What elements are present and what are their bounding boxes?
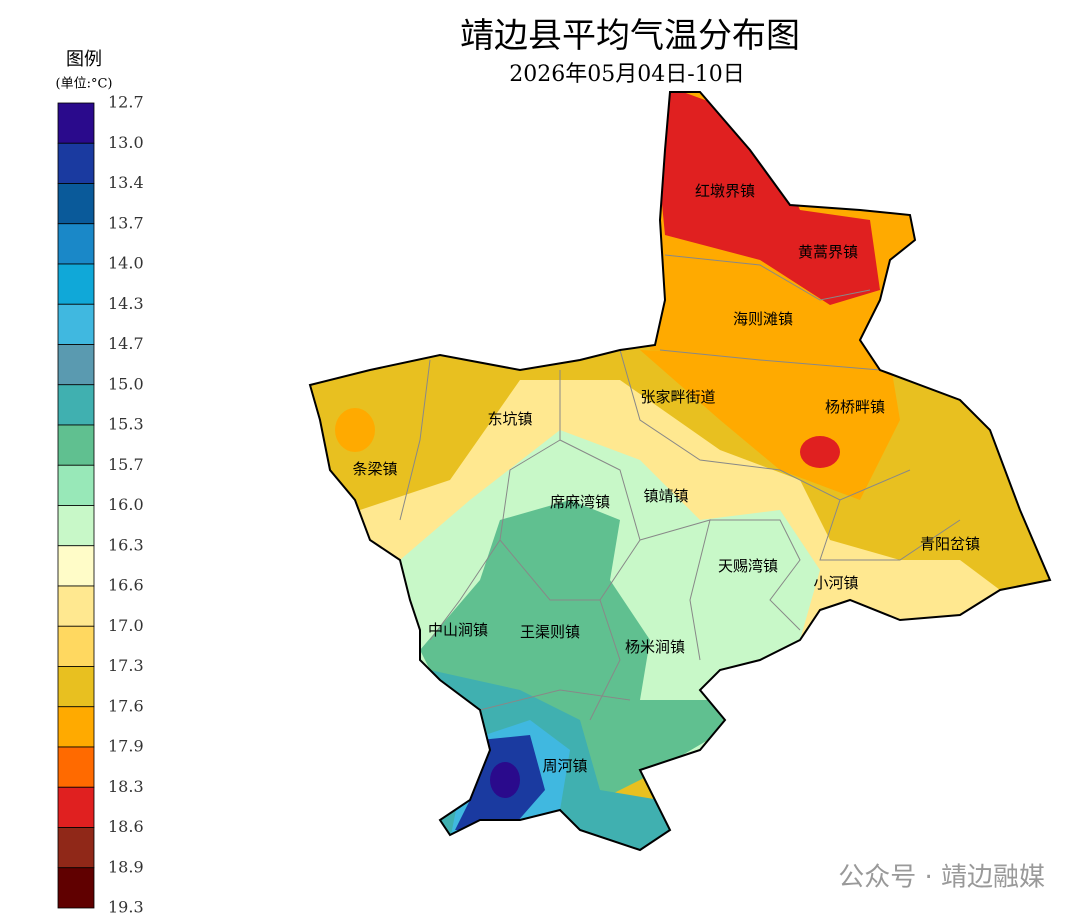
watermark: 公众号 · 靖边融媒 [838,863,1045,893]
legend-title: 图例 [66,49,102,70]
legend-swatch [57,303,95,345]
town-label: 席麻湾镇 [550,493,610,511]
town-label: 周河镇 [542,757,587,775]
legend-label: 18.6 [108,817,144,836]
legend-label: 13.7 [108,213,144,232]
town-label: 黄蒿界镇 [798,243,858,261]
temperature-field [310,92,1050,850]
legend-label: 18.3 [108,777,144,796]
map-title: 靖边县平均气温分布图 [460,16,800,56]
legend-swatch [57,585,95,627]
legend-swatch [57,625,95,667]
legend-swatch [57,223,95,265]
legend-label: 18.9 [108,857,144,876]
town-label: 海则滩镇 [733,310,793,328]
legend-swatch [57,424,95,466]
legend-swatch [57,867,95,909]
legend-label: 17.6 [108,696,144,715]
legend-label: 13.0 [108,133,144,152]
town-label: 王渠则镇 [520,623,580,641]
legend-label: 14.0 [108,254,144,273]
town-label: 条梁镇 [352,460,397,478]
legend-swatch [57,786,95,828]
town-label: 杨桥畔镇 [825,398,885,416]
legend-label: 15.3 [108,415,144,434]
legend-swatch [57,464,95,506]
legend-label: 15.0 [108,374,144,393]
town-label: 张家畔街道 [640,388,715,406]
legend-label: 12.7 [108,93,144,112]
legend-label: 14.7 [108,334,144,353]
legend-label: 14.3 [108,294,144,313]
legend-label: 17.0 [108,616,144,635]
town-label: 青阳岔镇 [920,535,980,553]
legend-swatch [57,142,95,184]
legend-swatch [57,545,95,587]
legend-swatch [57,263,95,305]
legend-swatch [57,706,95,748]
town-boundaries [399,254,961,721]
legend-swatch [57,102,95,144]
legend-label: 16.3 [108,535,144,554]
legend-label: 19.3 [108,898,144,917]
legend-swatch [57,344,95,386]
town-label: 中山涧镇 [428,621,488,639]
town-label: 红墩界镇 [695,182,755,200]
legend-swatch [57,505,95,547]
town-label: 天赐湾镇 [718,557,778,575]
legend-label: 13.4 [108,173,144,192]
town-label: 镇靖镇 [643,487,688,505]
legend-unit: (单位:°C) [56,77,113,92]
legend: 12.7 13.0 13.4 13.7 14.0 14.3 14.7 15.0 15.3 15.7… [57,93,144,917]
map-subtitle: 2026年05月04日-10日 [509,62,744,87]
legend-swatch [57,384,95,426]
town-label: 杨米涧镇 [625,638,685,656]
legend-swatch [57,746,95,788]
legend-label: 15.7 [108,455,144,474]
legend-swatch [57,183,95,225]
town-label: 东坑镇 [487,410,532,428]
town-label: 小河镇 [813,574,858,592]
legend-label: 17.3 [108,656,144,675]
legend-swatch [57,827,95,869]
legend-label: 16.6 [108,576,144,595]
legend-swatch [57,666,95,708]
legend-label: 16.0 [108,495,144,514]
legend-label: 17.9 [108,737,144,756]
